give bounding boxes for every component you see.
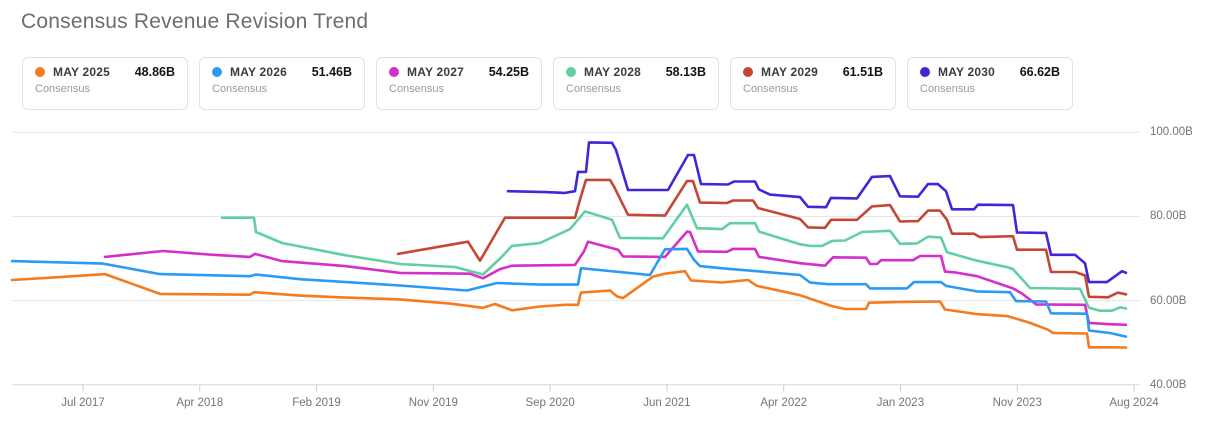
- series-color-dot-icon: [389, 67, 399, 77]
- series-color-dot-icon: [566, 67, 576, 77]
- x-axis-label: Sep 2020: [525, 397, 575, 409]
- legend-card-may-2026[interactable]: MAY 2026 51.46B Consensus: [199, 57, 365, 110]
- legend-consensus-value: 66.62B: [1019, 65, 1060, 79]
- y-axis-label: 60.00B: [1150, 294, 1187, 307]
- x-axis-label: Apr 2022: [760, 397, 808, 409]
- y-axis-label: 80.00B: [1150, 210, 1187, 223]
- legend-card-header: MAY 2029 61.51B: [743, 65, 883, 79]
- page-title: Consensus Revenue Revision Trend: [21, 10, 369, 33]
- legend-consensus-value: 54.25B: [488, 65, 529, 79]
- legend-period-label: MAY 2025: [53, 65, 110, 79]
- legend-consensus-value: 51.46B: [311, 65, 352, 79]
- series-color-dot-icon: [212, 67, 222, 77]
- series-line-may-2029-consensus[interactable]: [396, 178, 1128, 299]
- legend-card-may-2027[interactable]: MAY 2027 54.25B Consensus: [376, 57, 542, 110]
- legend-card-may-2030[interactable]: MAY 2030 66.62B Consensus: [907, 57, 1073, 110]
- legend-card-may-2025[interactable]: MAY 2025 48.86B Consensus: [22, 57, 188, 110]
- legend-card-header: MAY 2027 54.25B: [389, 65, 529, 79]
- legend-sub-label: Consensus: [920, 83, 976, 95]
- legend-card-may-2029[interactable]: MAY 2029 61.51B Consensus: [730, 57, 896, 110]
- legend-period-label: MAY 2029: [761, 65, 818, 79]
- legend-card-header: MAY 2028 58.13B: [566, 65, 706, 79]
- series-line-may-2028-consensus[interactable]: [220, 203, 1128, 313]
- x-axis-label: Apr 2018: [176, 397, 224, 409]
- legend-card-header: MAY 2025 48.86B: [35, 65, 175, 79]
- series-color-dot-icon: [35, 67, 45, 77]
- legend-sub-label: Consensus: [566, 83, 622, 95]
- legend-card-header: MAY 2026 51.46B: [212, 65, 352, 79]
- x-axis-label: Nov 2023: [992, 397, 1042, 409]
- x-axis-label: Aug 2024: [1109, 397, 1159, 409]
- legend-consensus-value: 61.51B: [842, 65, 883, 79]
- x-axis-label: Jul 2017: [61, 397, 105, 409]
- legend-period-label: MAY 2026: [230, 65, 287, 79]
- series-line-may-2030-consensus[interactable]: [506, 141, 1128, 284]
- legend: MAY 2025 48.86B Consensus MAY 2026 51.46…: [22, 57, 1073, 110]
- x-axis-label: Feb 2019: [292, 397, 341, 409]
- series-line-may-2026-consensus[interactable]: [10, 247, 1128, 338]
- legend-sub-label: Consensus: [389, 83, 445, 95]
- legend-card-may-2028[interactable]: MAY 2028 58.13B Consensus: [553, 57, 719, 110]
- legend-period-label: MAY 2027: [407, 65, 464, 79]
- series-line-may-2027-consensus[interactable]: [103, 230, 1128, 327]
- series-color-dot-icon: [920, 67, 930, 77]
- legend-consensus-value: 58.13B: [665, 65, 706, 79]
- legend-sub-label: Consensus: [212, 83, 268, 95]
- legend-sub-label: Consensus: [743, 83, 799, 95]
- series-color-dot-icon: [743, 67, 753, 77]
- legend-card-header: MAY 2030 66.62B: [920, 65, 1060, 79]
- series-line-may-2025-consensus[interactable]: [10, 269, 1128, 349]
- y-axis-label: 100.00B: [1150, 126, 1193, 139]
- x-axis-label: Nov 2019: [408, 397, 458, 409]
- legend-period-label: MAY 2030: [938, 65, 995, 79]
- legend-sub-label: Consensus: [35, 83, 91, 95]
- y-axis-label: 40.00B: [1150, 378, 1187, 391]
- legend-period-label: MAY 2028: [584, 65, 641, 79]
- x-axis-label: Jun 2021: [643, 397, 691, 409]
- x-axis-label: Jan 2023: [876, 397, 925, 409]
- legend-consensus-value: 48.86B: [134, 65, 175, 79]
